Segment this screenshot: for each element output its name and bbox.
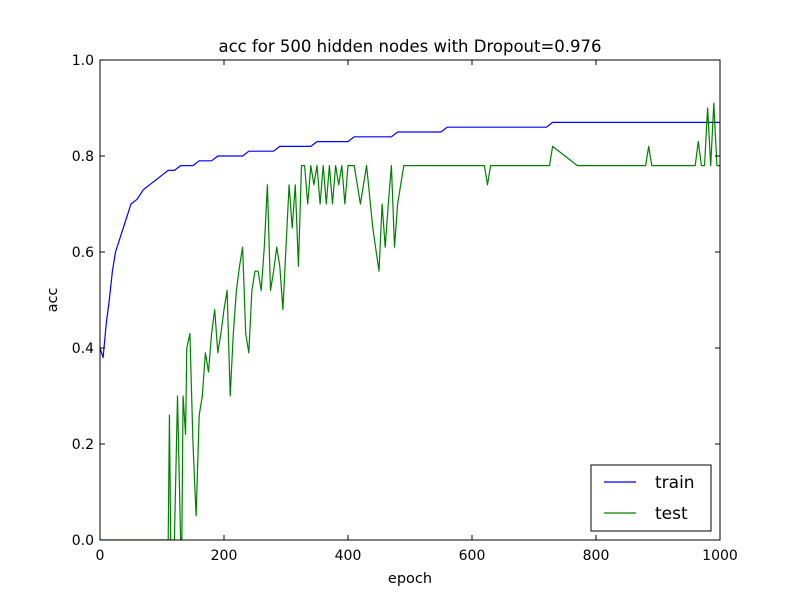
x-tick-label: 600 bbox=[459, 548, 486, 564]
series-line-train bbox=[100, 121, 720, 359]
y-tick-label: 0.6 bbox=[72, 245, 94, 261]
y-tick-label: 0.8 bbox=[72, 149, 94, 165]
x-tick-label: 800 bbox=[583, 548, 610, 564]
y-tick-label: 0.2 bbox=[72, 437, 94, 453]
series-layer bbox=[100, 102, 720, 540]
legend-train-label: train bbox=[655, 473, 695, 493]
legend-test-label: test bbox=[655, 504, 688, 524]
x-axis-label: epoch bbox=[388, 571, 432, 587]
chart-title: acc for 500 hidden nodes with Dropout=0.… bbox=[218, 37, 601, 56]
ticks-layer: 0 200 400 600 800 1000 0.0 0.2 0.4 0.6 0.8 1.0 bbox=[72, 53, 738, 564]
x-tick-label: 1000 bbox=[702, 548, 738, 564]
y-tick-label: 0.4 bbox=[72, 341, 94, 357]
legend: train test bbox=[590, 464, 712, 532]
series-line-test bbox=[100, 102, 720, 540]
x-tick-label: 400 bbox=[335, 548, 362, 564]
legend-box bbox=[590, 464, 712, 532]
y-tick-label: 1.0 bbox=[72, 53, 94, 69]
x-tick-label: 0 bbox=[96, 548, 105, 564]
y-axis-label: acc bbox=[45, 288, 61, 313]
y-tick-label: 0.0 bbox=[72, 533, 94, 549]
plot-area: 0 200 400 600 800 1000 0.0 0.2 0.4 0.6 0.8 1.0 bbox=[72, 53, 738, 564]
plot-frame bbox=[99, 59, 721, 541]
x-tick-label: 200 bbox=[211, 548, 238, 564]
